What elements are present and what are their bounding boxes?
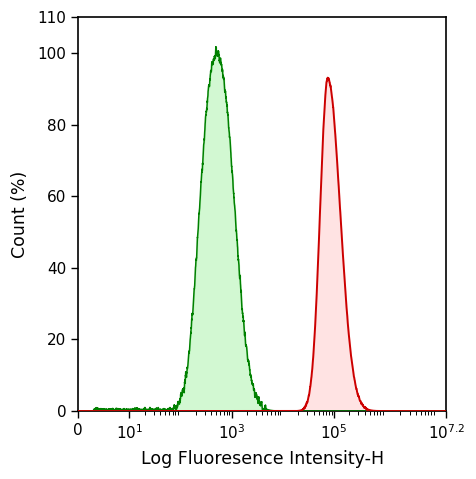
X-axis label: Log Fluoresence Intensity-H: Log Fluoresence Intensity-H bbox=[141, 450, 384, 468]
Y-axis label: Count (%): Count (%) bbox=[11, 171, 29, 258]
